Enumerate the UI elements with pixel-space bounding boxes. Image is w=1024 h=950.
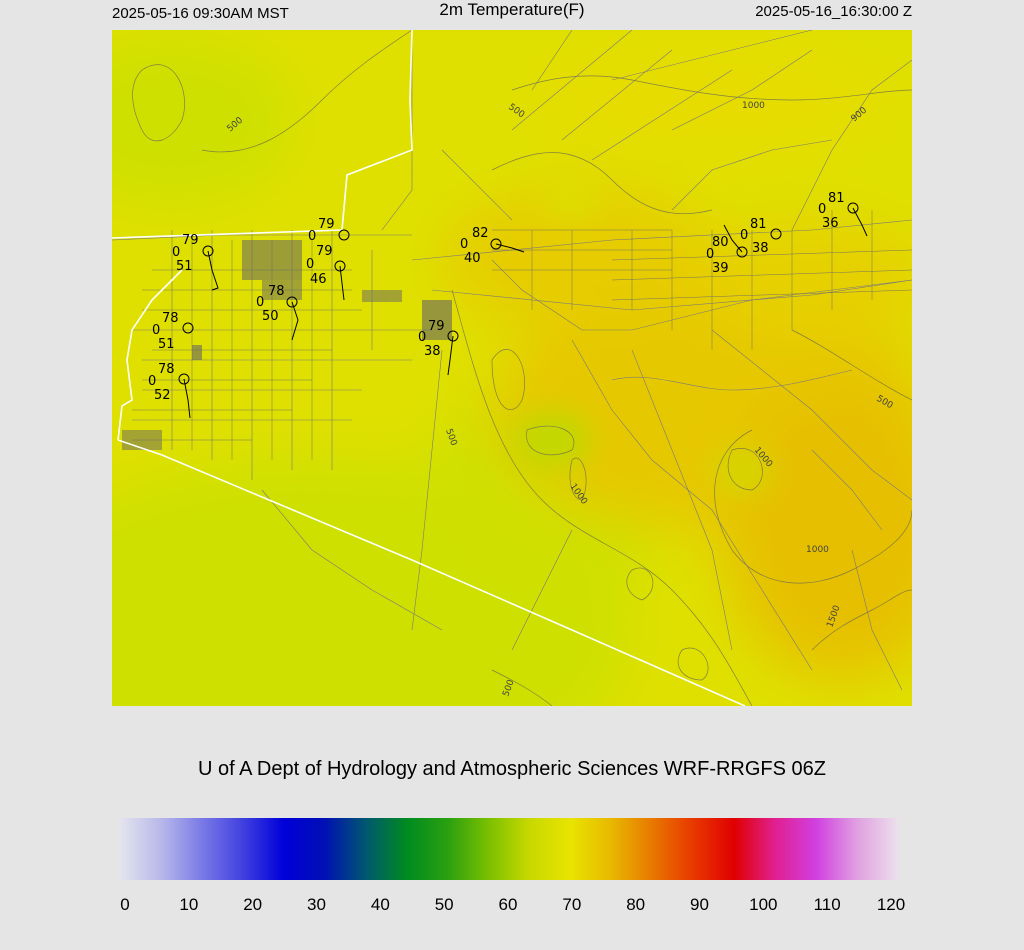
colorbar-tick-label: 10: [179, 895, 199, 914]
station-plot: 82 0 40: [460, 226, 525, 266]
utc-time-label: 2025-05-16_16:30:00 Z: [755, 3, 912, 20]
colorbar-tick-label: 30: [307, 895, 326, 914]
svg-text:0: 0: [308, 229, 316, 244]
temperature-map: 500 500 1000 900 500 1000 500 1000 1000 …: [112, 30, 912, 706]
colorbar-tick-label: 60: [498, 895, 518, 914]
station-plot: 81 0 36: [818, 191, 868, 237]
colorbar: [120, 818, 898, 880]
colorbar-tick-label: 70: [562, 895, 582, 914]
elevation-contours: [132, 30, 912, 706]
svg-text:0: 0: [306, 257, 314, 272]
svg-text:81: 81: [828, 191, 845, 206]
svg-text:36: 36: [822, 216, 839, 231]
svg-text:79: 79: [318, 217, 335, 232]
colorbar-ticks: 0 10 20 30 40 50 60 70 80 90 100 110 120: [0, 895, 1024, 919]
local-time-label: 2025-05-16 09:30AM MST: [112, 5, 289, 22]
station-plot: 78 0 50: [256, 284, 299, 341]
svg-text:0: 0: [172, 245, 180, 260]
svg-text:46: 46: [310, 272, 327, 287]
svg-text:79: 79: [182, 233, 199, 248]
svg-text:1000: 1000: [742, 101, 765, 111]
temperature-field: [112, 40, 912, 706]
svg-text:38: 38: [752, 241, 769, 256]
station-plot: 79 0 79 0 46: [306, 217, 350, 301]
svg-text:39: 39: [712, 261, 729, 276]
svg-text:82: 82: [472, 226, 489, 241]
svg-text:80: 80: [712, 235, 729, 250]
svg-text:0: 0: [152, 323, 160, 338]
station-plot: 78 0 51: [152, 311, 194, 352]
station-plot: 79 0 51: [172, 233, 219, 291]
svg-text:0: 0: [148, 374, 156, 389]
svg-text:78: 78: [158, 362, 175, 377]
svg-text:81: 81: [750, 217, 767, 232]
svg-text:78: 78: [268, 284, 285, 299]
station-plots: 79 0 51 78 0 51 78 0 52 78 0: [148, 191, 868, 419]
svg-text:78: 78: [162, 311, 179, 326]
colorbar-tick-label: 40: [370, 895, 390, 914]
colorbar-tick-label: 110: [813, 895, 841, 914]
svg-text:50: 50: [262, 309, 279, 324]
station-plot: 80 0 39: [706, 224, 748, 276]
svg-text:51: 51: [158, 337, 175, 352]
svg-text:0: 0: [706, 247, 714, 262]
boundary-lines: [112, 30, 746, 706]
colorbar-tick-label: 50: [434, 895, 454, 914]
colorbar-tick-label: 20: [243, 895, 263, 914]
svg-text:0: 0: [818, 202, 826, 217]
colorbar-tick-label: 0: [120, 895, 130, 914]
svg-text:0: 0: [256, 295, 264, 310]
svg-text:52: 52: [154, 388, 171, 403]
svg-text:0: 0: [460, 237, 468, 252]
svg-text:79: 79: [316, 244, 333, 259]
svg-text:79: 79: [428, 319, 445, 334]
svg-text:51: 51: [176, 259, 193, 274]
colorbar-tick-label: 80: [626, 895, 646, 914]
model-credit: U of A Dept of Hydrology and Atmospheric…: [197, 758, 827, 780]
svg-text:0: 0: [740, 228, 748, 243]
colorbar-tick-label: 100: [749, 895, 778, 914]
station-plot: 81 0 38: [740, 217, 782, 256]
station-plot: 78 0 52: [148, 362, 191, 419]
station-plot: 79 0 38: [418, 319, 459, 376]
map-title: 2m Temperature(F): [439, 0, 585, 19]
colorbar-tick-label: 120: [876, 895, 906, 914]
colorbar-tick-label: 90: [690, 895, 709, 914]
svg-text:1000: 1000: [806, 545, 829, 555]
svg-text:38: 38: [424, 344, 441, 359]
svg-text:0: 0: [418, 330, 426, 345]
svg-text:40: 40: [464, 251, 481, 266]
